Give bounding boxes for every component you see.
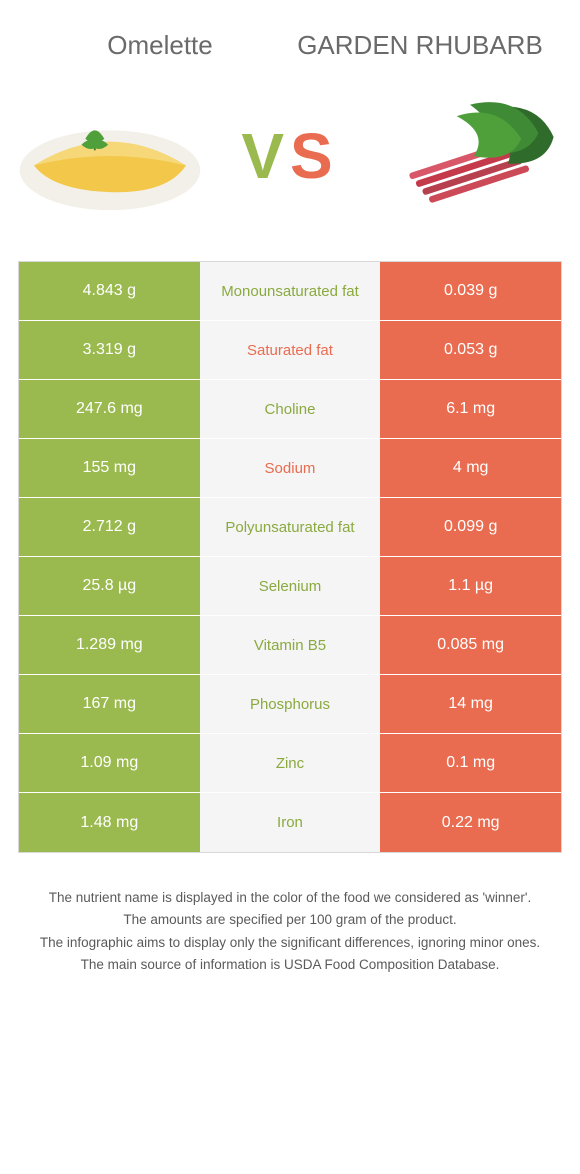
footer-line-1: The nutrient name is displayed in the co… bbox=[20, 888, 560, 908]
cell-right-value: 4 mg bbox=[380, 439, 561, 497]
cell-right-value: 0.039 g bbox=[380, 262, 561, 320]
food-left-title: Omelette bbox=[30, 30, 290, 61]
cell-nutrient-label: Choline bbox=[200, 380, 381, 438]
rhubarb-image bbox=[370, 81, 570, 231]
table-row: 1.289 mgVitamin B50.085 mg bbox=[19, 616, 561, 675]
cell-nutrient-label: Selenium bbox=[200, 557, 381, 615]
cell-right-value: 1.1 µg bbox=[380, 557, 561, 615]
comparison-table: 4.843 gMonounsaturated fat0.039 g3.319 g… bbox=[18, 261, 562, 853]
cell-right-value: 0.099 g bbox=[380, 498, 561, 556]
table-row: 155 mgSodium4 mg bbox=[19, 439, 561, 498]
vs-label: VS bbox=[241, 119, 338, 193]
cell-nutrient-label: Zinc bbox=[200, 734, 381, 792]
cell-nutrient-label: Monounsaturated fat bbox=[200, 262, 381, 320]
cell-right-value: 0.22 mg bbox=[380, 793, 561, 852]
cell-left-value: 1.09 mg bbox=[19, 734, 200, 792]
table-row: 4.843 gMonounsaturated fat0.039 g bbox=[19, 262, 561, 321]
table-row: 247.6 mgCholine6.1 mg bbox=[19, 380, 561, 439]
cell-right-value: 0.053 g bbox=[380, 321, 561, 379]
cell-left-value: 2.712 g bbox=[19, 498, 200, 556]
food-right-title: Garden rhubarb bbox=[290, 30, 550, 61]
table-row: 167 mgPhosphorus14 mg bbox=[19, 675, 561, 734]
cell-left-value: 247.6 mg bbox=[19, 380, 200, 438]
omelette-image bbox=[10, 81, 210, 231]
cell-right-value: 6.1 mg bbox=[380, 380, 561, 438]
cell-left-value: 25.8 µg bbox=[19, 557, 200, 615]
table-row: 2.712 gPolyunsaturated fat0.099 g bbox=[19, 498, 561, 557]
cell-nutrient-label: Polyunsaturated fat bbox=[200, 498, 381, 556]
cell-nutrient-label: Saturated fat bbox=[200, 321, 381, 379]
cell-right-value: 0.085 mg bbox=[380, 616, 561, 674]
cell-left-value: 4.843 g bbox=[19, 262, 200, 320]
header-row: Omelette Garden rhubarb bbox=[0, 0, 580, 71]
cell-nutrient-label: Iron bbox=[200, 793, 381, 852]
table-row: 1.48 mgIron0.22 mg bbox=[19, 793, 561, 852]
cell-left-value: 1.289 mg bbox=[19, 616, 200, 674]
cell-right-value: 14 mg bbox=[380, 675, 561, 733]
cell-nutrient-label: Sodium bbox=[200, 439, 381, 497]
cell-left-value: 155 mg bbox=[19, 439, 200, 497]
vs-s: S bbox=[290, 120, 339, 192]
cell-left-value: 1.48 mg bbox=[19, 793, 200, 852]
table-row: 25.8 µgSelenium1.1 µg bbox=[19, 557, 561, 616]
table-row: 1.09 mgZinc0.1 mg bbox=[19, 734, 561, 793]
footer-notes: The nutrient name is displayed in the co… bbox=[0, 853, 580, 997]
table-row: 3.319 gSaturated fat0.053 g bbox=[19, 321, 561, 380]
images-row: VS bbox=[0, 71, 580, 261]
cell-left-value: 167 mg bbox=[19, 675, 200, 733]
cell-right-value: 0.1 mg bbox=[380, 734, 561, 792]
footer-line-4: The main source of information is USDA F… bbox=[20, 955, 560, 975]
footer-line-3: The infographic aims to display only the… bbox=[20, 933, 560, 953]
cell-left-value: 3.319 g bbox=[19, 321, 200, 379]
vs-v: V bbox=[241, 120, 290, 192]
cell-nutrient-label: Vitamin B5 bbox=[200, 616, 381, 674]
footer-line-2: The amounts are specified per 100 gram o… bbox=[20, 910, 560, 930]
cell-nutrient-label: Phosphorus bbox=[200, 675, 381, 733]
